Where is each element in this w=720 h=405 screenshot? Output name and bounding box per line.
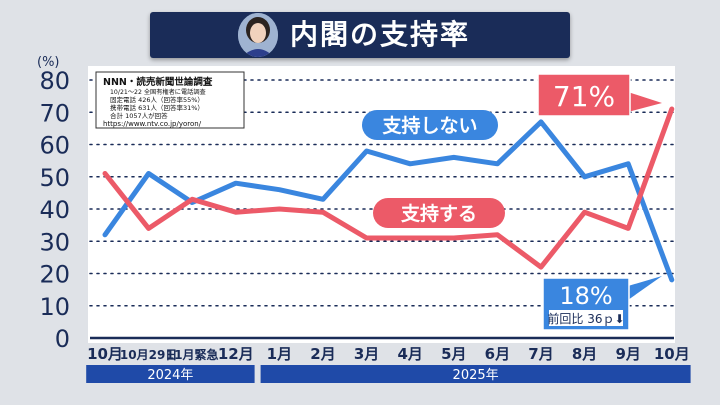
y-tick-label: 70	[39, 99, 70, 127]
callout-18-value: 18%	[559, 282, 612, 310]
year-band-label: 2024年	[147, 368, 193, 383]
y-tick-label: 50	[39, 164, 70, 192]
legend-support-pill	[373, 198, 505, 228]
series-line-1	[102, 106, 675, 270]
year-band	[260, 365, 691, 383]
avatar	[238, 13, 278, 57]
x-tick-label: 1月	[267, 345, 292, 363]
grid-lines	[89, 79, 675, 340]
x-tick-label: 3月	[354, 345, 379, 363]
source-title: NNN・読売新聞世論調査	[103, 76, 213, 88]
y-axis-label: (%)	[37, 55, 60, 70]
y-tick-label: 80	[39, 67, 70, 95]
x-tick-label: 11月緊急	[166, 347, 219, 362]
source-mobile: 携帯電話 631人（回答率31%）	[110, 103, 204, 112]
y-tick-label: 30	[39, 228, 70, 256]
title-bar	[150, 12, 570, 58]
x-tick-label: 10月29日	[120, 348, 177, 362]
x-tick-label: 9月	[615, 345, 640, 363]
x-tick-label: 2月	[310, 345, 335, 363]
source-box: NNN・読売新聞世論調査 10/21～22 全国有権者に電話調査 固定電話 42…	[95, 71, 245, 129]
callout-71-value: 71%	[553, 80, 615, 113]
x-tick-label: 6月	[485, 345, 510, 363]
source-landline: 固定電話 426人（回答率55%）	[110, 95, 204, 104]
callout-18: 18% 前回比 36ｐ⬇	[542, 276, 662, 331]
x-tick-label: 7月	[528, 345, 553, 363]
source-total: 合計 1057人が回答	[110, 111, 168, 120]
y-tick-label: 60	[39, 132, 70, 160]
y-tick-label: 40	[39, 196, 70, 224]
series-lines	[102, 106, 675, 283]
y-tick-label: 20	[39, 261, 70, 289]
page-title: 内閣の支持率	[290, 18, 471, 51]
y-tick-label: 10	[39, 293, 70, 321]
x-tick-label: 5月	[441, 345, 466, 363]
x-tick-label: 10月	[654, 345, 690, 363]
legend-support: 支持する	[400, 202, 477, 225]
y-axis: 0 10 20 30 40 50 60 70 80	[39, 67, 70, 353]
source-url: https://www.ntv.co.jp/yoron/	[103, 120, 202, 128]
legend-not-support: 支持しない	[381, 114, 477, 137]
year-bands: 2024年 2025年	[86, 365, 691, 383]
y-tick-label: 0	[55, 325, 70, 353]
x-tick-label: 12月	[218, 345, 254, 363]
year-band	[86, 365, 255, 383]
callout-71: 71%	[537, 73, 662, 117]
x-tick-label: 4月	[397, 345, 422, 363]
source-period: 10/21～22 全国有権者に電話調査	[110, 88, 206, 96]
legend: 支持しない 支持する	[362, 110, 505, 228]
callout-18-change: 前回比 36ｐ⬇	[547, 311, 624, 326]
legend-not-support-pill	[362, 110, 498, 140]
x-tick-label: 8月	[572, 345, 597, 363]
x-tick-label: 10月	[87, 345, 123, 363]
year-band-label: 2025年	[453, 368, 499, 383]
